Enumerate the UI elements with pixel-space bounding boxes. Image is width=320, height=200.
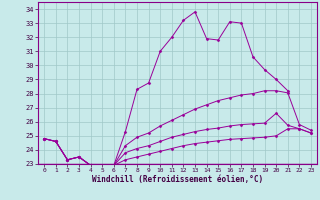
X-axis label: Windchill (Refroidissement éolien,°C): Windchill (Refroidissement éolien,°C)	[92, 175, 263, 184]
